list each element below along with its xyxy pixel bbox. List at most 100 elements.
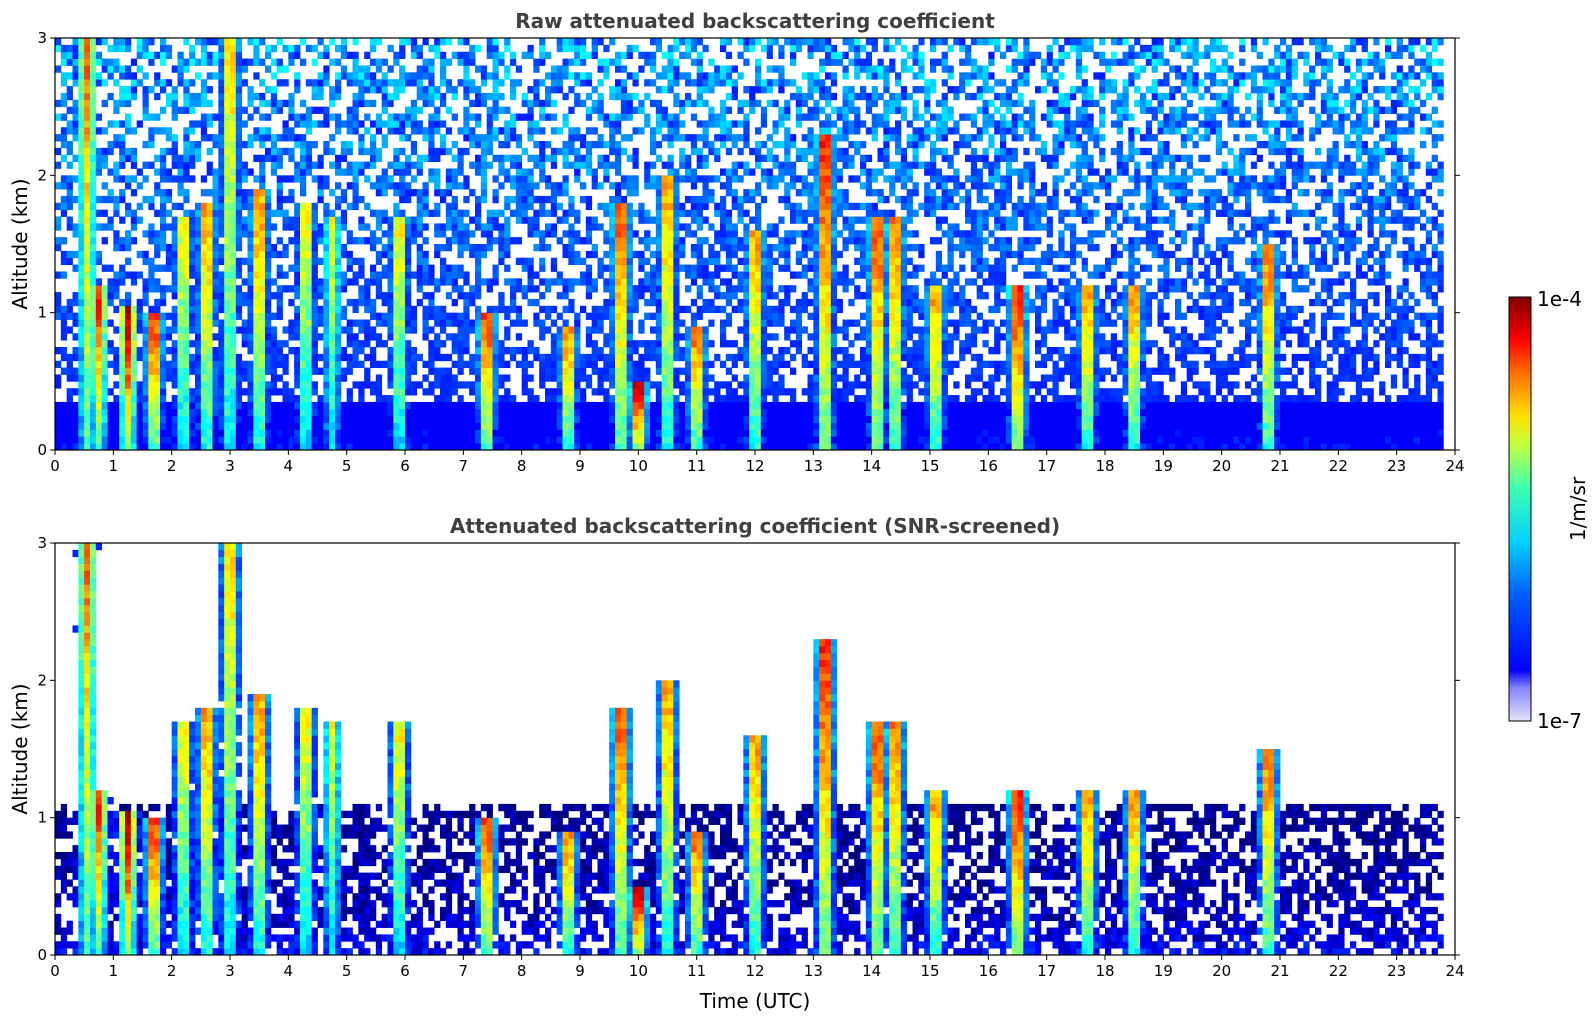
heatmap-cell bbox=[615, 147, 622, 156]
heatmap-cell bbox=[230, 408, 237, 417]
heatmap-cell bbox=[416, 381, 423, 389]
heatmap-cell bbox=[230, 395, 237, 403]
heatmap-cell bbox=[247, 381, 254, 389]
heatmap-cell bbox=[171, 147, 178, 156]
heatmap-cell bbox=[370, 99, 377, 108]
heatmap-cell bbox=[661, 312, 668, 320]
heatmap-cell bbox=[720, 209, 727, 217]
heatmap-cell bbox=[200, 271, 208, 279]
heatmap-cell bbox=[562, 353, 569, 362]
heatmap-cell bbox=[90, 134, 97, 142]
heatmap-cell bbox=[580, 374, 587, 382]
heatmap-cell bbox=[615, 65, 622, 73]
heatmap-cell bbox=[492, 326, 499, 334]
heatmap-cell bbox=[300, 278, 307, 286]
heatmap-cell bbox=[661, 202, 668, 211]
heatmap-cell bbox=[276, 161, 283, 169]
heatmap-cell bbox=[90, 443, 97, 450]
heatmap-cell bbox=[556, 340, 563, 348]
heatmap-cell bbox=[574, 209, 581, 217]
heatmap-cell bbox=[475, 264, 482, 272]
heatmap-cell bbox=[510, 161, 517, 169]
heatmap-cell bbox=[352, 422, 359, 430]
heatmap-cell bbox=[253, 429, 260, 437]
heatmap-cell bbox=[469, 422, 476, 430]
heatmap-cell bbox=[463, 92, 470, 101]
heatmap-cell bbox=[527, 388, 534, 396]
heatmap-cell bbox=[340, 195, 348, 204]
heatmap-cell bbox=[206, 99, 213, 108]
heatmap-cell bbox=[661, 436, 668, 444]
heatmap-cell bbox=[585, 92, 593, 101]
heatmap-cell bbox=[556, 237, 563, 245]
heatmap-cell bbox=[55, 237, 62, 245]
heatmap-cell bbox=[171, 395, 178, 403]
heatmap-cell bbox=[183, 127, 190, 135]
heatmap-cell bbox=[451, 182, 458, 190]
heatmap-cell bbox=[119, 244, 126, 252]
heatmap-cell bbox=[492, 79, 499, 87]
heatmap-cell bbox=[177, 168, 184, 176]
heatmap-cell bbox=[253, 209, 260, 217]
heatmap-cell bbox=[515, 319, 523, 327]
heatmap-cell bbox=[323, 422, 330, 430]
heatmap-cell bbox=[626, 285, 633, 293]
heatmap-cell bbox=[527, 443, 534, 450]
heatmap-cell bbox=[95, 195, 103, 204]
heatmap-cell bbox=[615, 209, 622, 217]
heatmap-cell bbox=[393, 113, 400, 121]
heatmap-cell bbox=[311, 223, 318, 231]
heatmap-cell bbox=[725, 134, 733, 142]
heatmap-cell bbox=[410, 120, 418, 128]
heatmap-cell bbox=[241, 319, 248, 327]
heatmap-cell bbox=[498, 168, 505, 176]
heatmap-cell bbox=[183, 395, 190, 403]
heatmap-cell bbox=[527, 257, 534, 265]
heatmap-cell bbox=[393, 408, 400, 417]
heatmap-cell bbox=[702, 388, 709, 396]
heatmap-cell bbox=[655, 141, 663, 149]
heatmap-cell bbox=[241, 401, 248, 410]
heatmap-cell bbox=[200, 333, 208, 341]
heatmap-cell bbox=[580, 429, 587, 437]
heatmap-cell bbox=[224, 134, 231, 142]
heatmap-cell bbox=[486, 443, 493, 450]
heatmap-cell bbox=[352, 443, 359, 450]
heatmap-cell bbox=[451, 429, 458, 437]
heatmap-cell bbox=[177, 257, 184, 265]
heatmap-cell bbox=[603, 353, 610, 362]
heatmap-cell bbox=[224, 429, 231, 437]
heatmap-cell bbox=[230, 86, 237, 94]
heatmap-cell bbox=[160, 285, 167, 293]
heatmap-cell bbox=[270, 367, 278, 375]
heatmap-cell bbox=[696, 395, 703, 403]
heatmap-cell bbox=[416, 422, 423, 430]
heatmap-cell bbox=[527, 422, 534, 430]
heatmap-cell bbox=[580, 51, 587, 59]
heatmap-cell bbox=[667, 298, 674, 307]
heatmap-cell bbox=[632, 443, 639, 450]
heatmap-cell bbox=[276, 264, 283, 272]
heatmap-cell bbox=[661, 230, 668, 238]
heatmap-cell bbox=[276, 65, 283, 73]
heatmap-cell bbox=[259, 79, 266, 87]
heatmap-cell bbox=[224, 443, 231, 450]
heatmap-cell bbox=[603, 333, 610, 341]
heatmap-cell bbox=[451, 141, 458, 149]
heatmap-cell bbox=[253, 278, 260, 286]
heatmap-cell bbox=[200, 230, 208, 238]
heatmap-cell bbox=[101, 319, 108, 327]
heatmap-cell bbox=[527, 223, 534, 231]
heatmap-cell bbox=[171, 381, 178, 389]
heatmap-cell bbox=[731, 250, 738, 259]
heatmap-cell bbox=[585, 141, 593, 149]
heatmap-cell bbox=[60, 353, 68, 362]
heatmap-cell bbox=[749, 216, 756, 224]
heatmap-cell bbox=[329, 58, 336, 66]
heatmap-cell bbox=[405, 106, 412, 114]
heatmap-cell bbox=[375, 250, 383, 259]
heatmap-cell bbox=[655, 182, 663, 190]
heatmap-cell bbox=[294, 79, 301, 87]
heatmap-cell bbox=[177, 429, 184, 437]
heatmap-cell bbox=[78, 326, 85, 334]
